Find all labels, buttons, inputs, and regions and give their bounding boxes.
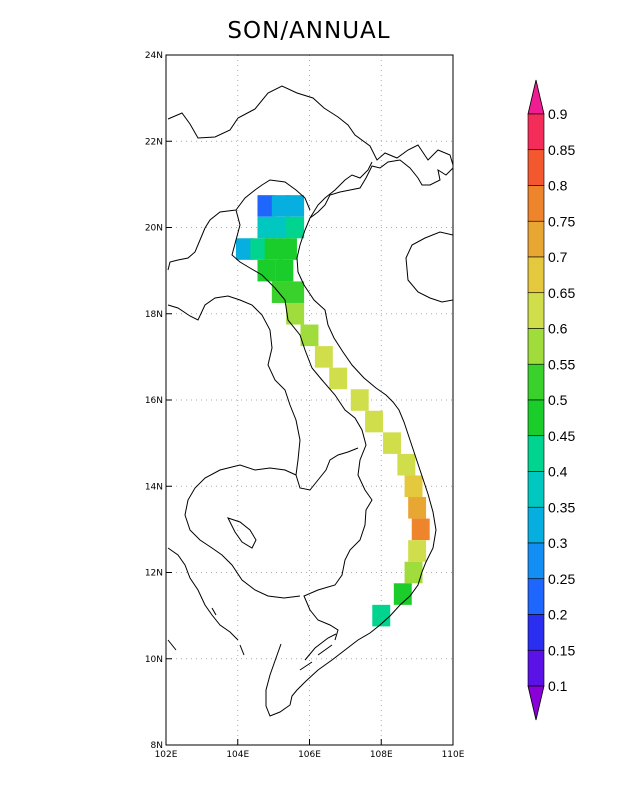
heatmap-cell [372, 604, 391, 627]
colorbar-label: 0.9 [548, 106, 568, 122]
mekong-delta-islands [211, 607, 337, 671]
y-tick-label: 8N [151, 741, 163, 751]
colorbar-label: 0.3 [548, 535, 568, 551]
colorbar-swatch [527, 542, 545, 580]
vietnam-coastline [167, 85, 454, 717]
colorbar-swatch [527, 399, 545, 437]
heatmap-cell [329, 367, 348, 390]
colorbar-swatch [527, 506, 545, 544]
colorbar-swatch [527, 256, 545, 294]
colorbar-label: 0.8 [548, 178, 568, 194]
hainan-island [405, 231, 454, 303]
heatmap-cell [257, 216, 276, 239]
colorbar-swatch [527, 578, 545, 615]
colorbar-min-arrow [527, 685, 545, 721]
colorbar-label: 0.35 [548, 499, 575, 515]
vietnam-west-border [231, 209, 373, 641]
y-tick-label: 10N [145, 655, 163, 665]
heatmap-cell [383, 432, 401, 454]
thailand-coast [167, 547, 239, 651]
colorbar-label: 0.55 [548, 356, 575, 372]
heatmap-cell [404, 475, 423, 498]
heatmap-cell [271, 281, 290, 303]
heatmap-cell [314, 346, 333, 368]
map-title: SON/ANNUAL [227, 18, 391, 44]
heatmap-cell [264, 238, 283, 260]
colorbar-swatch [527, 185, 545, 222]
x-tick-label: 102E [155, 750, 178, 760]
heatmap-cell [393, 583, 412, 605]
colorbar-label: 0.5 [548, 392, 568, 408]
heatmap-cell [408, 497, 427, 519]
heatmap-cell [300, 324, 319, 347]
y-tick-label: 24N [145, 51, 163, 61]
colorbar-swatch [527, 471, 545, 508]
heatmap-cell [257, 259, 276, 282]
y-tick-label: 14N [145, 482, 163, 492]
china-south-coast [309, 161, 373, 219]
colorbar-label: 0.45 [548, 428, 575, 444]
colorbar-label: 0.25 [548, 571, 575, 587]
lake-tonle-sap [227, 517, 257, 549]
heatmap-cell [286, 281, 305, 303]
heatmap-cell [286, 302, 305, 325]
heatmap-cell [279, 238, 297, 260]
y-axis-ticks: 8N 10N 12N 14N 16N 18N 20N 22N 24N [145, 51, 172, 751]
colorbar-swatch [527, 292, 545, 329]
colorbar-swatch [527, 363, 545, 401]
gridlines [166, 55, 453, 745]
y-tick-label: 16N [145, 396, 163, 406]
colorbar-label: 0.65 [548, 285, 575, 301]
colorbar-swatch [527, 328, 545, 365]
x-tick-label: 106E [298, 750, 321, 760]
laos-border [167, 179, 359, 491]
colorbar-swatch [527, 220, 545, 258]
heatmap-cell [365, 410, 384, 433]
heatmap-cell [271, 195, 290, 217]
heatmap-cell [275, 259, 294, 282]
colorbar-label: 0.4 [548, 464, 568, 480]
heatmap-cell [350, 389, 369, 411]
colorbar-swatch [527, 435, 545, 472]
x-tick-label: 104E [226, 750, 249, 760]
heatmap-cell [397, 453, 416, 476]
heatmap-cell [404, 561, 423, 584]
heatmap-cell [286, 216, 305, 239]
colorbar-swatch [527, 113, 545, 151]
colorbar-label: 0.85 [548, 142, 575, 158]
colorbar-swatch [527, 614, 545, 651]
cambodia-border [184, 464, 301, 599]
x-tick-label: 108E [370, 750, 393, 760]
heatmap-cell [235, 238, 254, 260]
heatmap-cell [286, 195, 305, 217]
y-tick-label: 18N [145, 310, 163, 320]
coastline-borders [167, 85, 454, 717]
heatmap-cell [250, 238, 269, 260]
heatmap-cell [411, 518, 430, 541]
colorbar-label: 0.7 [548, 249, 568, 265]
heatmap-cell [408, 540, 427, 562]
colorbar-label: 0.75 [548, 213, 575, 229]
heatmap-cells [235, 195, 430, 627]
x-axis-ticks: 102E 104E 106E 108E 110E [155, 739, 465, 760]
colorbar-max-arrow [527, 79, 545, 115]
y-tick-label: 12N [145, 569, 163, 579]
colorbar: 0.1 0.15 0.2 0.25 0.3 0.35 0.4 0.45 0.5 0.55 0.6 0.… [527, 79, 575, 721]
x-tick-label: 110E [442, 750, 465, 760]
colorbar-label: 0.2 [548, 607, 568, 623]
heatmap-cell [257, 195, 276, 217]
colorbar-swatch [527, 149, 545, 186]
colorbar-label: 0.6 [548, 321, 568, 337]
colorbar-label: 0.15 [548, 642, 575, 658]
colorbar-label: 0.1 [548, 678, 568, 694]
heatmap-cell [271, 216, 290, 239]
colorbar-swatch [527, 649, 545, 687]
y-tick-label: 22N [145, 137, 163, 147]
y-tick-label: 20N [145, 224, 163, 234]
